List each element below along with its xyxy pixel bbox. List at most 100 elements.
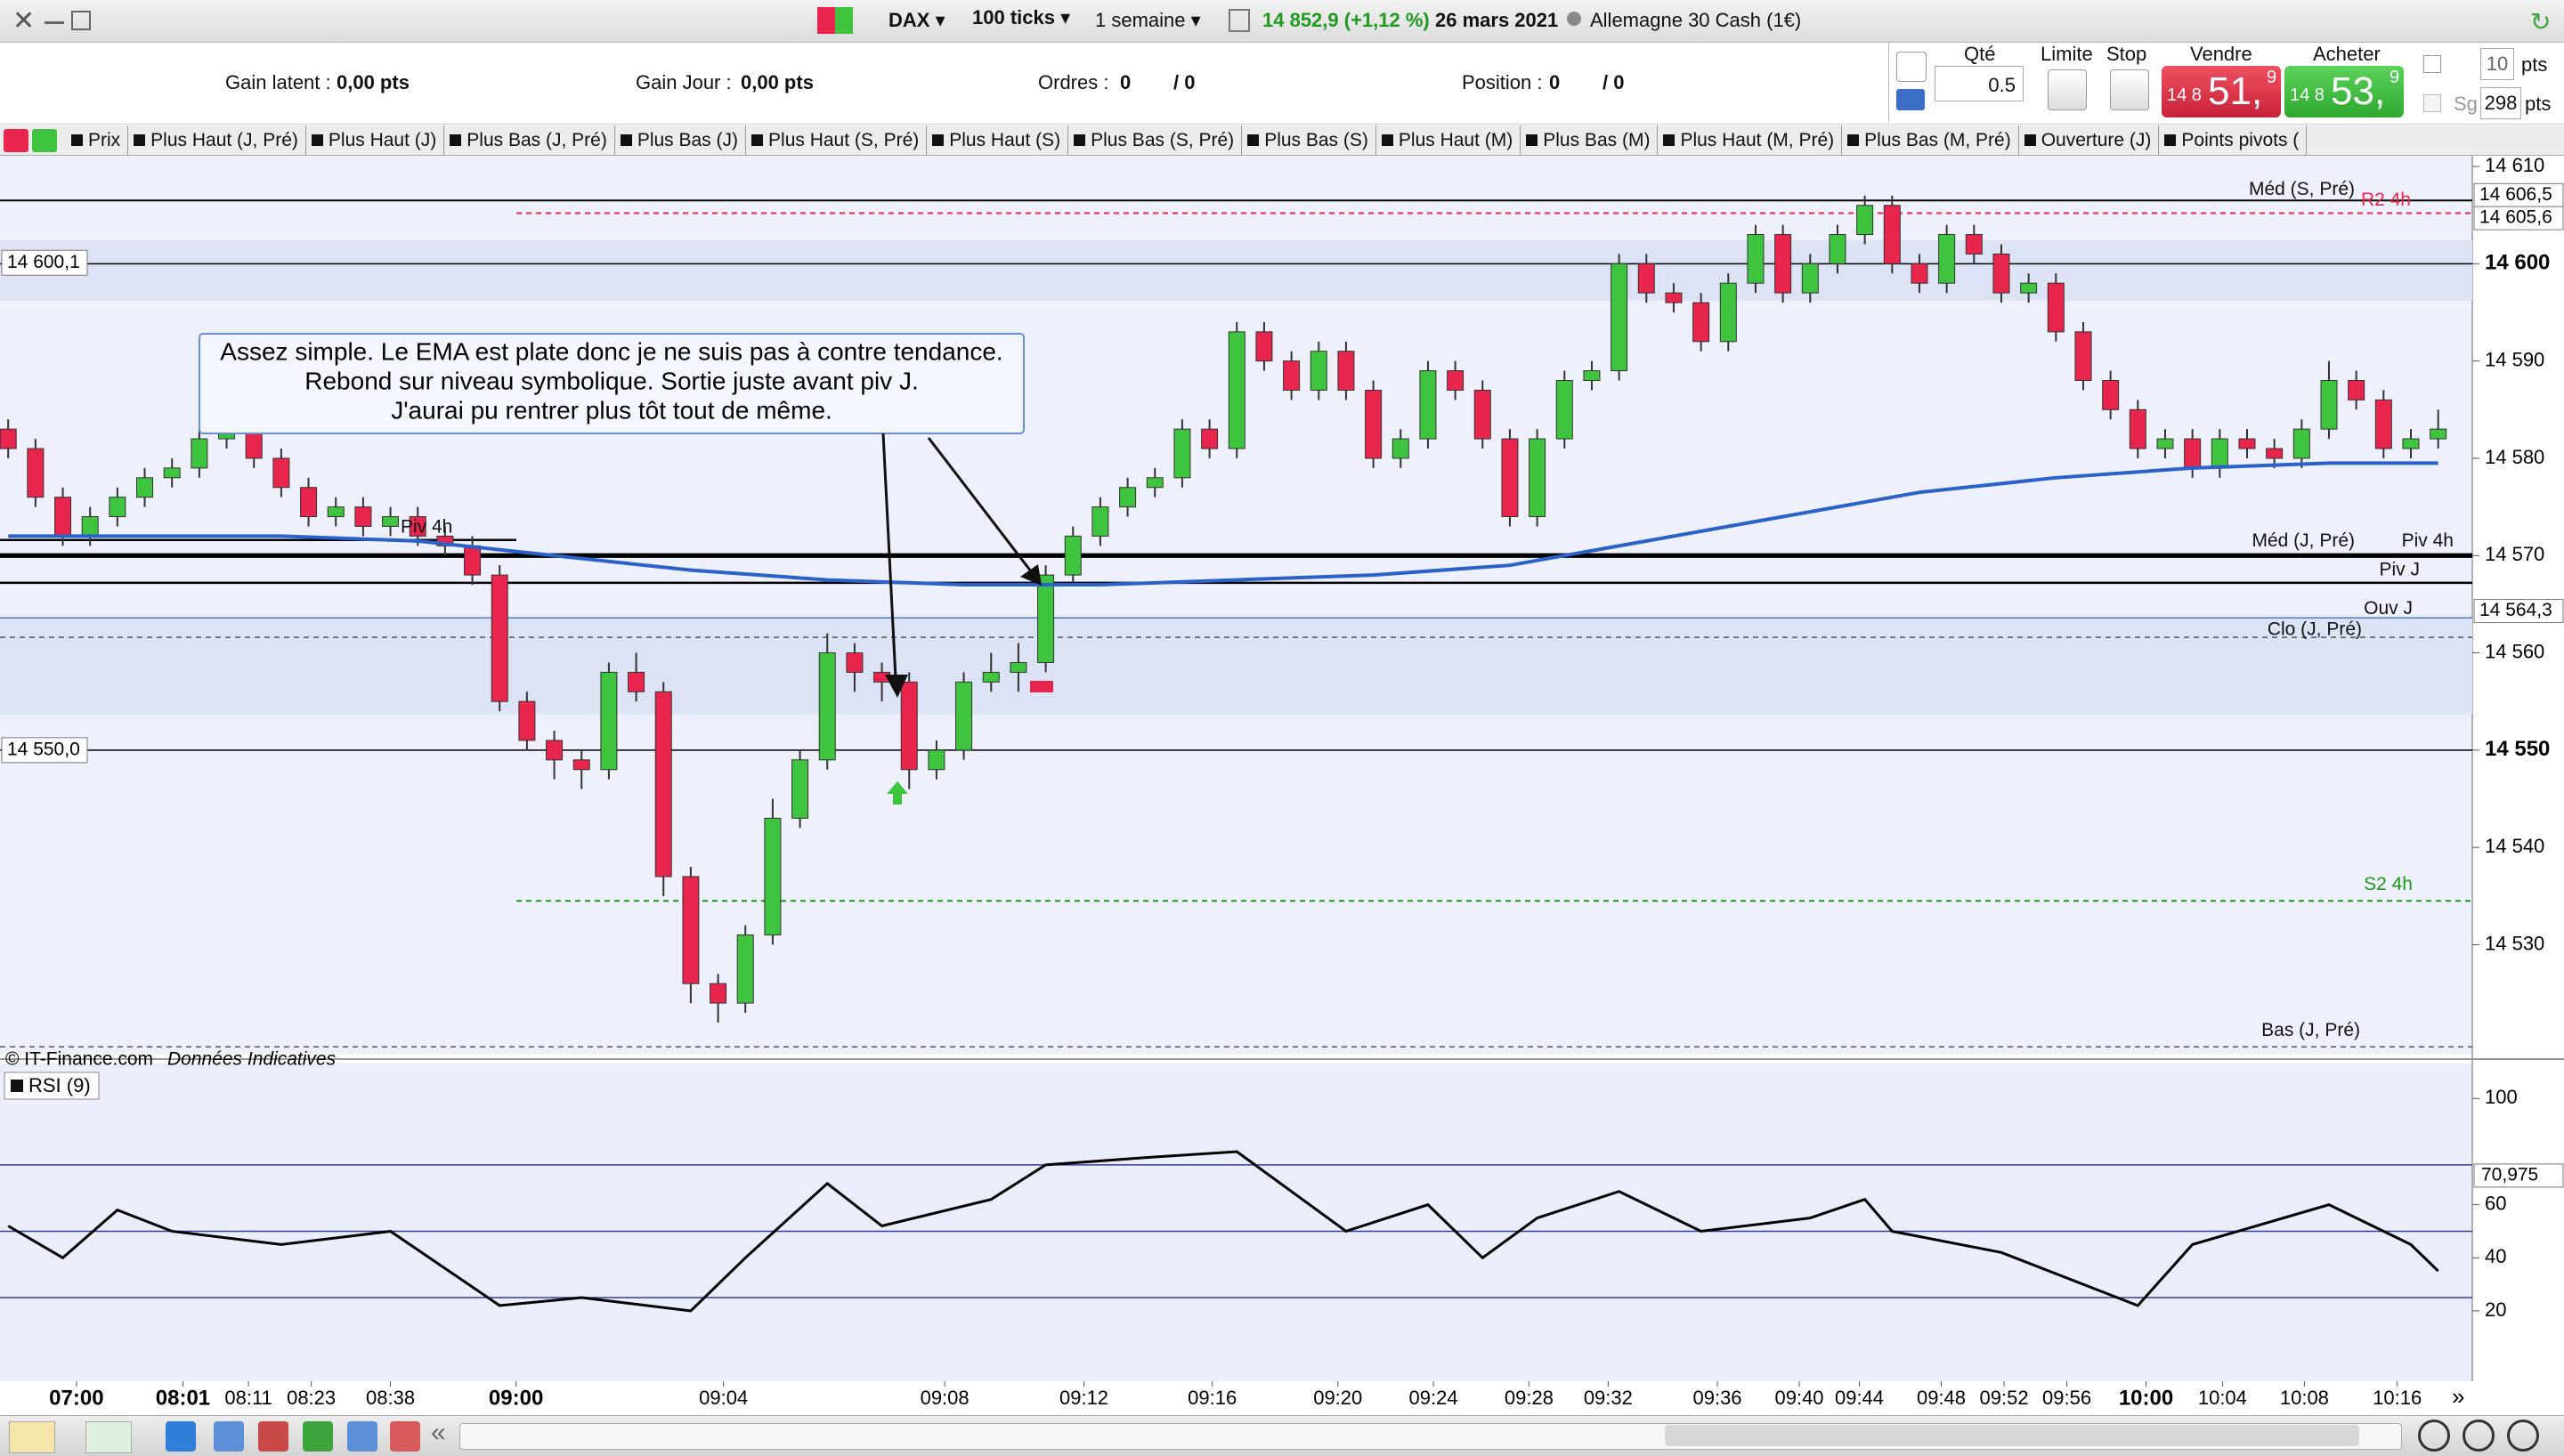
indicator-tab[interactable]: Ouverture (J) — [2019, 125, 2160, 155]
alert-tool[interactable] — [390, 1421, 420, 1452]
candle-body — [81, 516, 99, 537]
keyboard-icon[interactable] — [1896, 89, 1925, 110]
position-pending: / 0 — [1602, 71, 1625, 93]
axis-tag-label: 14 564,3 — [2479, 600, 2552, 620]
indicator-tab[interactable]: Plus Haut (S) — [927, 125, 1069, 155]
candle-body — [1337, 351, 1355, 391]
indicator-tab[interactable]: Plus Haut (M, Pré) — [1658, 125, 1843, 155]
candle-body — [900, 681, 918, 771]
close-button[interactable]: ✕ — [12, 6, 36, 36]
candle-body — [846, 652, 864, 673]
limit-button[interactable] — [2048, 69, 2087, 110]
candle-body — [354, 506, 372, 527]
list-tool[interactable] — [258, 1421, 288, 1452]
scrollbar-thumb[interactable] — [1665, 1425, 2359, 1446]
chart-type-icon[interactable] — [817, 7, 853, 34]
candle-body — [163, 467, 181, 479]
candle-body — [27, 448, 45, 498]
stop-button[interactable] — [2110, 69, 2149, 110]
candle-body — [1064, 535, 1082, 576]
scroll-right[interactable]: » — [2452, 1383, 2464, 1410]
candle-body — [1419, 370, 1437, 440]
candle-body — [1747, 234, 1765, 284]
qty-input[interactable]: 0.5 — [1935, 66, 2024, 101]
y-tick-label: 14 590 — [2485, 348, 2544, 370]
indicator-tab[interactable]: Plus Bas (J) — [615, 125, 747, 155]
level-label: Clo (J, Pré) — [2268, 619, 2362, 640]
orders-pending: / 0 — [1173, 71, 1196, 93]
y-tick-label: 14 550 — [2485, 737, 2550, 761]
annotation-box — [199, 333, 1025, 434]
share-tool[interactable] — [166, 1421, 196, 1452]
info-icon[interactable] — [1229, 9, 1250, 32]
symbol-select[interactable]: DAX ▾ — [888, 9, 945, 31]
account-bar: Gain latent : 0,00 pts Gain Jour : 0,00 … — [0, 43, 2564, 125]
candle-body — [600, 671, 618, 771]
indicator-tool[interactable] — [85, 1421, 132, 1453]
axis-tag-label: 70,975 — [2481, 1164, 2538, 1185]
checkbox[interactable] — [2423, 55, 2441, 73]
indicator-tab[interactable]: Prix — [66, 125, 129, 155]
candle-body — [1392, 438, 1409, 459]
indicator-tab[interactable]: Plus Haut (S, Pré) — [746, 125, 928, 155]
candle-body — [928, 749, 945, 771]
annotation-arrow — [927, 437, 1033, 572]
indicator-tab[interactable]: Plus Bas (M, Pré) — [1842, 125, 2019, 155]
checkbox[interactable] — [2423, 94, 2441, 112]
candle-body — [654, 691, 672, 878]
indicator-tab[interactable]: Plus Haut (J) — [306, 125, 445, 155]
up-icon[interactable] — [32, 129, 57, 152]
candle-body — [382, 516, 400, 527]
stop-distance[interactable]: 10 — [2480, 48, 2514, 80]
draw-tool[interactable] — [9, 1421, 55, 1453]
level-label: Ouv J — [2364, 598, 2413, 619]
down-icon[interactable] — [4, 129, 28, 152]
level-label: Piv 4h — [401, 516, 452, 537]
indicator-tab[interactable]: Plus Haut (M) — [1376, 125, 1521, 155]
minimize-button[interactable] — [45, 21, 64, 24]
zoom-reset[interactable] — [2507, 1420, 2539, 1452]
compare-tool[interactable] — [347, 1421, 377, 1452]
table-tool[interactable] — [303, 1421, 333, 1452]
x-tick-label: 09:32 — [1584, 1387, 1633, 1409]
x-tick-label: 10:00 — [2119, 1386, 2173, 1410]
indicator-tab[interactable]: Plus Bas (J, Pré) — [444, 125, 615, 155]
candle-body — [1692, 302, 1710, 343]
zoom-in[interactable] — [2418, 1420, 2450, 1452]
maximize-button[interactable] — [71, 11, 91, 30]
indicator-tabs: Prix Plus Haut (J, Pré) Plus Haut (J) Plus … — [0, 125, 2564, 156]
tool-icon[interactable] — [1896, 52, 1927, 82]
axis-tag-label: 14 605,6 — [2479, 207, 2552, 228]
x-tick-label: 09:28 — [1505, 1387, 1554, 1409]
scroll-left[interactable]: « — [431, 1418, 446, 1447]
period-select[interactable]: 100 ticks ▾ — [972, 6, 1071, 28]
refresh-icon[interactable]: ↻ — [2530, 8, 2552, 36]
range-select[interactable]: 1 semaine ▾ — [1095, 9, 1201, 31]
guaranteed-distance[interactable]: 298 — [2480, 87, 2521, 119]
zoom-out[interactable] — [2463, 1420, 2495, 1452]
indicator-tab[interactable]: Plus Bas (S, Pré) — [1068, 125, 1243, 155]
indicator-tab[interactable]: Plus Bas (M) — [1521, 125, 1659, 155]
candle-body — [1365, 389, 1383, 459]
y-tick-label: 14 580 — [2485, 446, 2544, 468]
stop-unit: pts — [2521, 53, 2548, 76]
x-tick-label: 09:52 — [1980, 1387, 2029, 1409]
sell-button[interactable]: 14 8 51, 9 — [2162, 66, 2281, 117]
buy-button[interactable]: 14 8 53, 9 — [2284, 66, 2404, 117]
annotation-line: Assez simple. Le EMA est plate donc je n… — [220, 337, 1002, 365]
copyright: © IT-Finance.com — [5, 1049, 153, 1070]
candle-body — [2184, 438, 2202, 469]
candle-body — [818, 652, 836, 761]
indicator-tab[interactable]: Plus Bas (S) — [1242, 125, 1376, 155]
indicator-tab[interactable]: Points pivots ( — [2159, 125, 2308, 155]
indicator-tab[interactable]: Plus Haut (J, Pré) — [128, 125, 306, 155]
candle-body — [1255, 331, 1273, 362]
candle-body — [272, 457, 290, 489]
candle-body — [1037, 574, 1055, 663]
axis-tag — [2473, 1163, 2564, 1188]
candle-body — [1310, 351, 1327, 391]
buy-marker — [887, 781, 908, 805]
x-tick-label: 09:12 — [1059, 1387, 1108, 1409]
comment-tool[interactable] — [214, 1421, 244, 1452]
y-tick-label: 14 600 — [2485, 251, 2550, 275]
